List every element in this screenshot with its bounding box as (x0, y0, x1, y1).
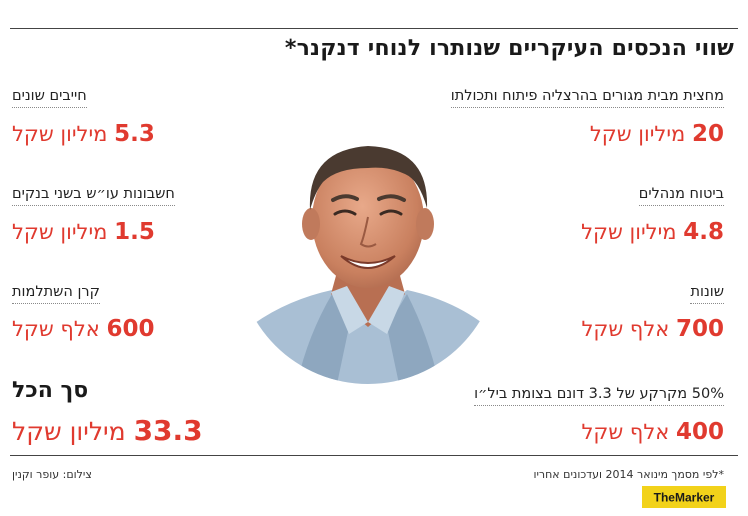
item-label-misc: שונות (690, 284, 724, 304)
item-label-insurance: ביטוח מנהלים (638, 186, 724, 206)
unit: מיליון שקל (589, 122, 686, 146)
item-value-house: 20 מיליון שקל (590, 121, 724, 147)
unit: מיליון שקל (12, 417, 126, 446)
amount: 700 (675, 316, 724, 342)
infographic-title: שווי הנכסים העיקריים שנותרו לנוחי דנקנר* (284, 36, 734, 61)
item-label-bank-accounts: חשבונות עו״ש בשני בנקים (12, 186, 175, 206)
amount: 5.3 (114, 121, 155, 147)
item-value-land: 400 אלף שקל (582, 419, 725, 445)
photo-credit: צילום: עופר וקנין (12, 468, 92, 481)
total-value: 33.3 מיליון שקל (12, 414, 203, 447)
item-label-land: 50% מקרקע של 3.3 דונם בצומת ביל״ו (474, 386, 724, 406)
item-label-study-fund: קרן השתלמות (12, 284, 100, 304)
item-value-insurance: 4.8 מיליון שקל (581, 219, 724, 245)
item-value-study-fund: 600 אלף שקל (12, 316, 155, 342)
amount: 4.8 (683, 219, 724, 245)
amount: 20 (691, 121, 724, 147)
item-label-debtors: חייבים שונים (12, 88, 87, 108)
total-label: סך הכל (12, 378, 89, 403)
item-value-misc: 700 אלף שקל (582, 316, 725, 342)
unit: מיליון שקל (581, 220, 677, 244)
item-label-house: מחצית מבית מגורים בהרצליה פיתוח ותכולתו (450, 88, 724, 108)
unit: אלף שקל (12, 317, 100, 341)
unit: אלף שקל (581, 420, 670, 444)
footnote: *לפי מסמך מינואר 2014 ועדכונים אחריו (533, 468, 724, 481)
unit: מיליון שקל (12, 220, 108, 244)
top-rule (10, 28, 738, 29)
unit: מיליון שקל (12, 122, 108, 146)
portrait-photo (237, 122, 499, 384)
item-value-debtors: 5.3 מיליון שקל (12, 121, 155, 147)
amount: 400 (675, 419, 724, 445)
themarker-logo: TheMarker (642, 486, 726, 508)
unit: אלף שקל (581, 317, 670, 341)
logo-text: TheMarker (654, 491, 715, 505)
amount: 33.3 (133, 414, 203, 447)
bottom-rule (10, 455, 738, 456)
item-value-bank-accounts: 1.5 מיליון שקל (12, 219, 155, 245)
amount: 600 (106, 316, 155, 342)
amount: 1.5 (114, 219, 155, 245)
